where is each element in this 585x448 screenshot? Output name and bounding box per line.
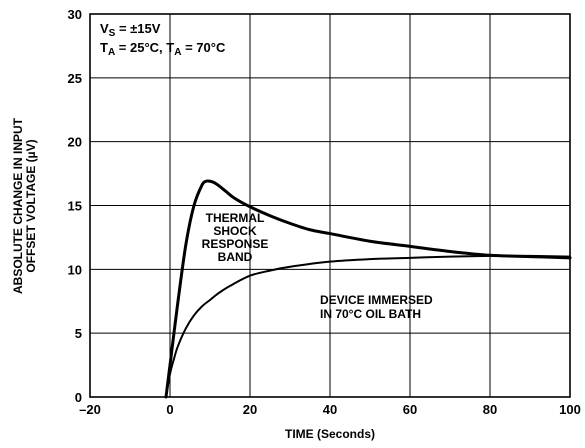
thermal-shock-label-line-4: BAND (218, 250, 253, 264)
x-tick-labels: –20 0 20 40 60 80 100 (79, 402, 581, 417)
thermal-shock-label: THERMAL SHOCK RESPONSE BAND (202, 211, 269, 264)
y-tick-label: 5 (75, 326, 82, 341)
y-tick-label: 15 (68, 199, 82, 214)
x-tick-label: 0 (166, 402, 173, 417)
y-tick-label: 0 (75, 390, 82, 405)
x-tick-label: –20 (79, 402, 101, 417)
oil-bath-label-line-2: IN 70°C OIL BATH (320, 307, 421, 321)
y-tick-label: 20 (68, 135, 82, 150)
x-tick-label: 80 (483, 402, 497, 417)
x-tick-label: 20 (243, 402, 257, 417)
thermal-shock-label-line-1: THERMAL (206, 211, 265, 225)
thermal-shock-curve (164, 179, 572, 399)
oil-bath-label-line-1: DEVICE IMMERSED (320, 293, 433, 307)
grid (89, 13, 571, 398)
plot-frame (89, 13, 571, 398)
condition-temperature: TA = 25°C, TA = 70°C (100, 40, 226, 58)
oil-bath-label: DEVICE IMMERSED IN 70°C OIL BATH (320, 293, 433, 321)
condition-supply: VS = ±15V (100, 21, 161, 39)
x-tick-label: 100 (559, 402, 581, 417)
x-tick-label: 40 (323, 402, 337, 417)
series-group (164, 179, 572, 399)
thermal-shock-label-line-3: RESPONSE (202, 237, 269, 251)
y-tick-labels: 0 5 10 15 20 25 30 (68, 7, 82, 405)
y-axis-title-line-2: OFFSET VOLTAGE (µV) (24, 139, 38, 272)
y-axis-title: ABSOLUTE CHANGE IN INPUT OFFSET VOLTAGE … (11, 117, 38, 294)
oil-bath-curve (165, 254, 571, 398)
thermal-shock-label-line-2: SHOCK (213, 224, 257, 238)
x-axis-title: TIME (Seconds) (285, 427, 375, 441)
y-tick-label: 25 (68, 71, 82, 86)
y-axis-title-line-1: ABSOLUTE CHANGE IN INPUT (11, 117, 25, 294)
y-tick-label: 30 (68, 7, 82, 22)
y-tick-label: 10 (68, 262, 82, 277)
x-tick-label: 60 (403, 402, 417, 417)
